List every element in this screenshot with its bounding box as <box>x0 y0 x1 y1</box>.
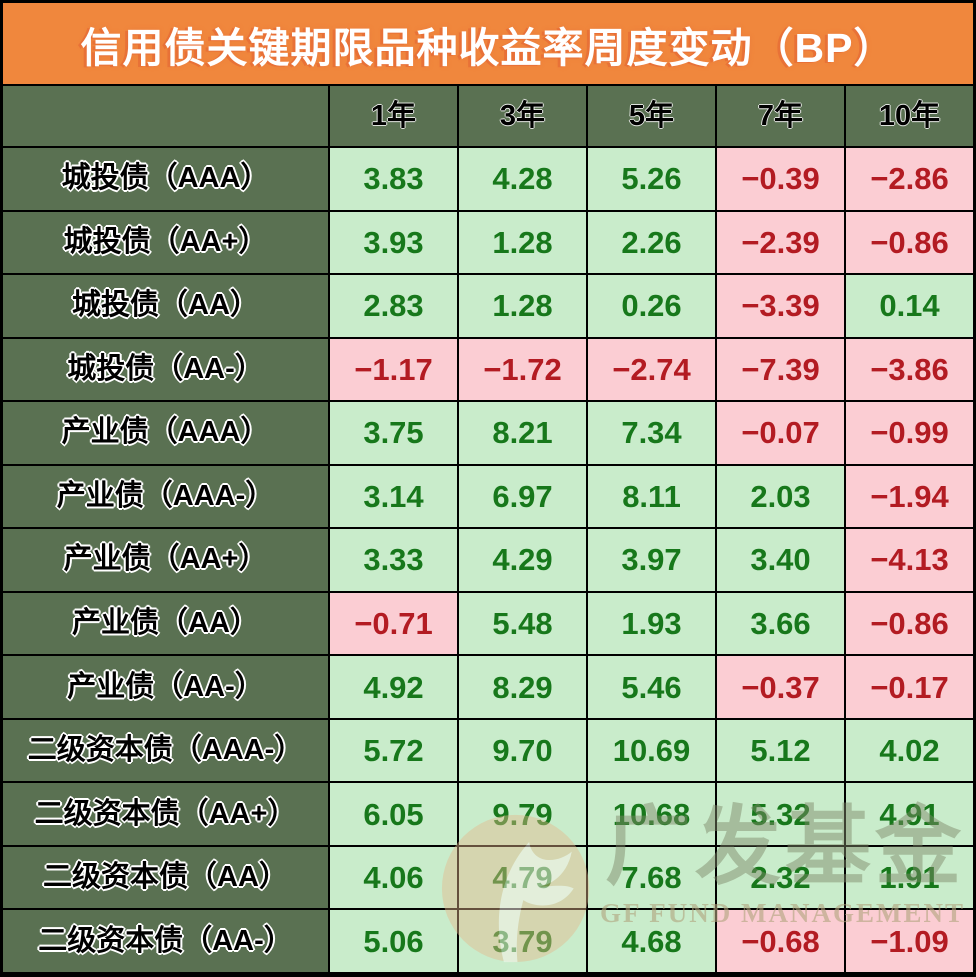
value-cell: 5.06 <box>330 910 457 972</box>
value-cell: −0.71 <box>330 592 457 655</box>
value-cell: 8.11 <box>588 465 715 528</box>
row-label: 产业债（AA+） <box>3 529 328 591</box>
column-header: 3年 <box>459 86 586 146</box>
row-label: 产业债（AA） <box>3 592 328 655</box>
value-cell: 5.72 <box>330 719 457 782</box>
value-cell: 2.26 <box>588 211 715 274</box>
value-cell: −0.68 <box>717 910 844 972</box>
value-cell: 3.14 <box>330 465 457 528</box>
value-cell: 1.28 <box>459 211 586 274</box>
value-cell: 5.12 <box>717 719 844 782</box>
value-cell: 8.29 <box>459 656 586 718</box>
value-cell: 6.97 <box>459 465 586 528</box>
value-cell: −0.99 <box>846 402 973 464</box>
value-cell: 5.26 <box>588 148 715 210</box>
value-cell: 4.68 <box>588 910 715 972</box>
row-label: 城投债（AA） <box>3 275 328 337</box>
value-cell: 1.93 <box>588 592 715 655</box>
value-cell: 10.68 <box>588 783 715 845</box>
value-cell: −1.72 <box>459 338 586 401</box>
value-cell: 4.29 <box>459 529 586 591</box>
row-label: 二级资本债（AA） <box>3 846 328 909</box>
value-cell: −1.94 <box>846 465 973 528</box>
value-cell: −2.39 <box>717 211 844 274</box>
value-cell: 10.69 <box>588 719 715 782</box>
column-header: 1年 <box>330 86 457 146</box>
value-cell: 4.91 <box>846 783 973 845</box>
yield-table: 1年 3年 5年 7年 10年城投债（AAA） 3.83 4.28 5.26 −0.39 −2.8… <box>3 86 973 972</box>
value-cell: 3.79 <box>459 910 586 972</box>
value-cell: −1.09 <box>846 910 973 972</box>
row-label: 二级资本债（AA-） <box>3 910 328 972</box>
value-cell: 7.34 <box>588 402 715 464</box>
value-cell: −0.86 <box>846 592 973 655</box>
value-cell: 0.14 <box>846 275 973 337</box>
row-label: 产业债（AA-） <box>3 656 328 718</box>
value-cell: −0.07 <box>717 402 844 464</box>
value-cell: −0.37 <box>717 656 844 718</box>
page-title: 信用债关键期限品种收益率周度变动（BP） <box>80 24 896 71</box>
column-header: 7年 <box>717 86 844 146</box>
value-cell: 3.83 <box>330 148 457 210</box>
value-cell: 3.97 <box>588 529 715 591</box>
value-cell: 7.68 <box>588 846 715 909</box>
row-label: 城投债（AA-） <box>3 338 328 401</box>
value-cell: 1.91 <box>846 846 973 909</box>
value-cell: −0.39 <box>717 148 844 210</box>
value-cell: 2.03 <box>717 465 844 528</box>
value-cell: 3.66 <box>717 592 844 655</box>
value-cell: 4.79 <box>459 846 586 909</box>
row-label: 二级资本债（AAA-） <box>3 719 328 782</box>
value-cell: 3.93 <box>330 211 457 274</box>
value-cell: 3.75 <box>330 402 457 464</box>
column-header: 5年 <box>588 86 715 146</box>
value-cell: 2.32 <box>717 846 844 909</box>
value-cell: −3.39 <box>717 275 844 337</box>
value-cell: −4.13 <box>846 529 973 591</box>
value-cell: 3.40 <box>717 529 844 591</box>
row-label: 产业债（AAA） <box>3 402 328 464</box>
value-cell: 4.28 <box>459 148 586 210</box>
value-cell: 2.83 <box>330 275 457 337</box>
value-cell: −2.86 <box>846 148 973 210</box>
row-label: 二级资本债（AA+） <box>3 783 328 845</box>
row-label: 产业债（AAA-） <box>3 465 328 528</box>
title-banner: 信用债关键期限品种收益率周度变动（BP） <box>3 3 973 86</box>
value-cell: 4.02 <box>846 719 973 782</box>
value-cell: 1.28 <box>459 275 586 337</box>
corner-cell <box>3 86 328 146</box>
row-label: 城投债（AA+） <box>3 211 328 274</box>
value-cell: 6.05 <box>330 783 457 845</box>
value-cell: 0.26 <box>588 275 715 337</box>
value-cell: −3.86 <box>846 338 973 401</box>
value-cell: −0.17 <box>846 656 973 718</box>
value-cell: −7.39 <box>717 338 844 401</box>
column-header: 10年 <box>846 86 973 146</box>
value-cell: 8.21 <box>459 402 586 464</box>
value-cell: −0.86 <box>846 211 973 274</box>
value-cell: 3.33 <box>330 529 457 591</box>
value-cell: 4.92 <box>330 656 457 718</box>
value-cell: −2.74 <box>588 338 715 401</box>
value-cell: 9.70 <box>459 719 586 782</box>
value-cell: 4.06 <box>330 846 457 909</box>
value-cell: 5.46 <box>588 656 715 718</box>
value-cell: 9.79 <box>459 783 586 845</box>
value-cell: 5.48 <box>459 592 586 655</box>
row-label: 城投债（AAA） <box>3 148 328 210</box>
value-cell: −1.17 <box>330 338 457 401</box>
value-cell: 5.32 <box>717 783 844 845</box>
